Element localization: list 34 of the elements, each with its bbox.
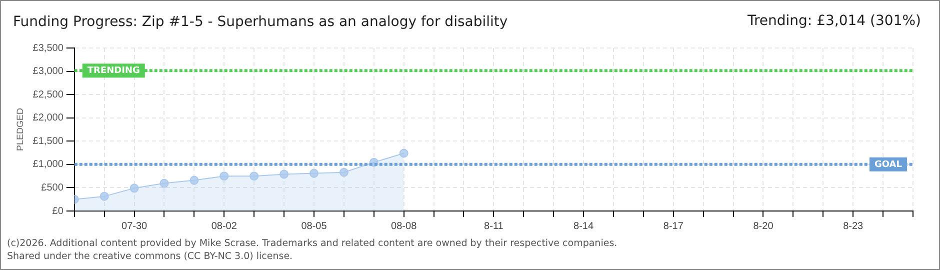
y-tick-label: £0 [52, 206, 64, 217]
point [280, 170, 289, 179]
y-tick-label: £3,000 [32, 66, 64, 78]
ref-line-label: GOAL [874, 160, 902, 170]
x-tick-label: 8-20 [753, 220, 774, 232]
x-tick-label: 8-17 [663, 220, 684, 232]
y-tick-label: £2,000 [32, 112, 64, 124]
chart-subtitle: Trending: £3,014 (301%) [747, 13, 921, 29]
point [309, 168, 318, 178]
y-axis-title: PLEDGED [14, 107, 25, 152]
x-tick-label: 08-08 [391, 220, 418, 232]
point [190, 176, 199, 185]
point [250, 172, 259, 181]
chart-title: Funding Progress: Zip #1-5 - Superhumans as an analogy for disability [13, 14, 508, 30]
point [100, 192, 109, 201]
ref-line-label: TRENDING [87, 66, 140, 76]
point [339, 168, 348, 177]
x-tick-label: 8-23 [843, 220, 864, 232]
text: (c)2026. Additional content provided by Mike Scrase. Trademarks and related content are owned by their respective companies. [7, 237, 618, 250]
x-tick-label: 07-30 [122, 220, 148, 232]
text: Shared under the creative commons (CC BY-NC 3.0) license. [7, 250, 294, 263]
y-tick-label: £500 [41, 182, 64, 194]
point [399, 148, 408, 158]
y-tick-label: £3,500 [32, 42, 64, 54]
point [160, 178, 169, 188]
point [220, 172, 229, 181]
x-tick-label: 08-05 [301, 220, 328, 232]
x-tick-label: 08-02 [211, 220, 238, 232]
point [130, 184, 139, 193]
y-tick-label: £1,000 [32, 159, 64, 170]
x-tick-label: 8-11 [484, 220, 504, 232]
y-tick-label: £2,500 [32, 89, 64, 100]
y-tick-label: £1,500 [32, 136, 64, 147]
x-tick-label: 8-14 [574, 220, 594, 232]
